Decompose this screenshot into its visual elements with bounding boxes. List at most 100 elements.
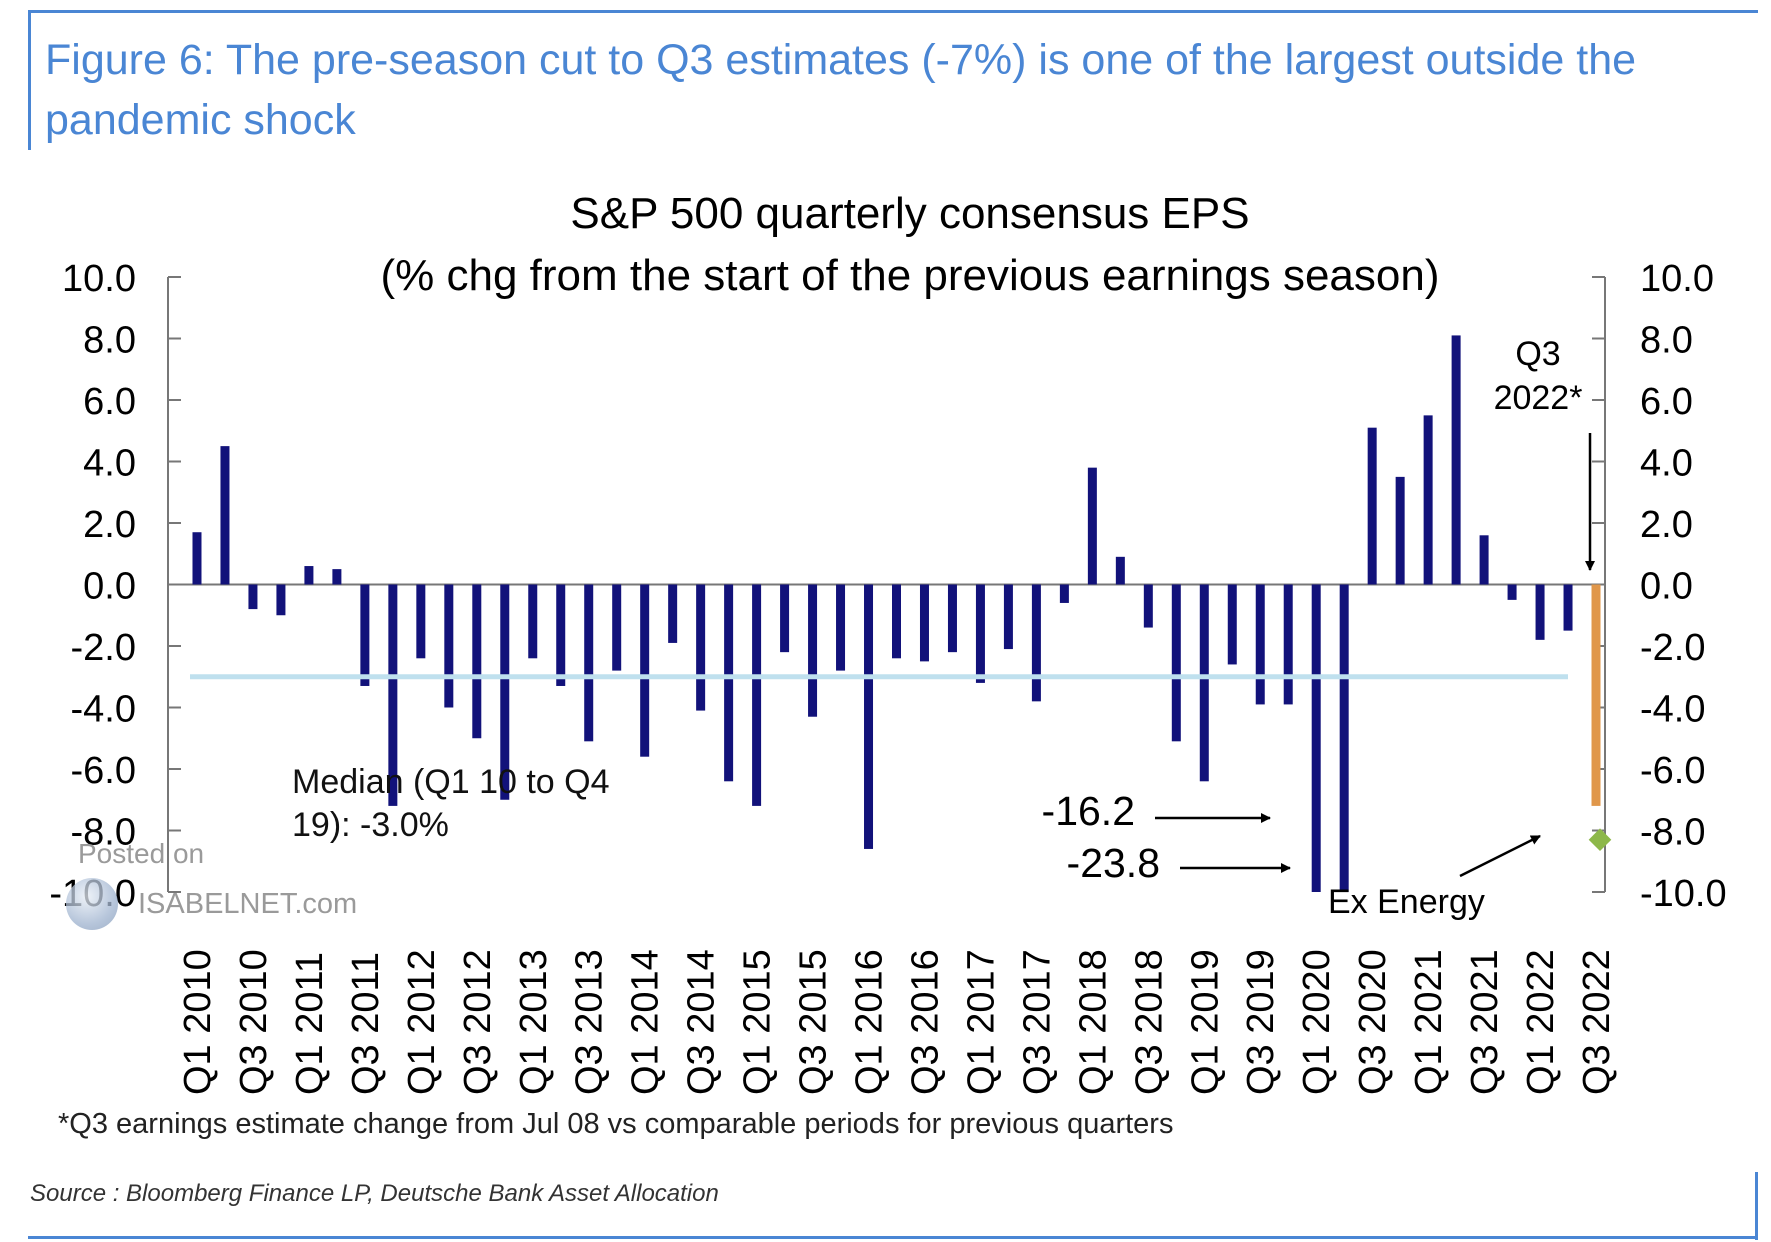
value-annotation: -23.8 <box>1067 840 1160 886</box>
bar <box>248 584 258 610</box>
x-tick-label: Q3 2015 <box>793 949 835 1095</box>
x-tick-label: Q1 2013 <box>513 949 555 1095</box>
bar <box>1059 584 1069 603</box>
bar <box>220 446 230 585</box>
bar <box>892 584 901 659</box>
bar <box>1003 584 1013 650</box>
x-tick-label: Q3 2011 <box>345 952 387 1095</box>
x-tick-label: Q3 2022 <box>1576 949 1618 1095</box>
x-tick-label: Q1 2021 <box>1408 949 1450 1095</box>
right-tick-label: 4.0 <box>1640 443 1693 485</box>
bar <box>864 584 874 849</box>
right-tick-label: 6.0 <box>1640 381 1693 423</box>
source-note: Source : Bloomberg Finance LP, Deutsche … <box>30 1180 719 1207</box>
bar <box>1143 584 1153 628</box>
x-tick-label: Q3 2018 <box>1128 949 1170 1095</box>
bar <box>1451 335 1461 585</box>
overlays-group: Median (Q1 10 to Q4 19): -3.0% -16.2 -23.8 Q… <box>190 335 1612 921</box>
figure-frame-left <box>28 10 31 150</box>
axes-group: 10.0 10.0 8.0 8.0 6.0 6.0 4.0 4.0 2.0 2.0 0.0 0.0 -2… <box>49 258 1726 1095</box>
highlight-label-line-1: Q3 <box>1515 335 1560 373</box>
bar <box>752 584 762 806</box>
bar <box>276 584 286 616</box>
highlight-label-line-2: 2022* <box>1494 379 1583 417</box>
x-tick-label: Q1 2010 <box>177 949 219 1095</box>
left-tick-label: 4.0 <box>83 443 136 485</box>
right-tick-label: -10.0 <box>1640 873 1727 915</box>
bar <box>919 584 929 662</box>
watermark-line-1: Posted on <box>78 838 205 869</box>
bar <box>696 584 706 711</box>
figure-frame-top <box>28 10 1758 13</box>
left-tick-label: 2.0 <box>83 504 136 546</box>
x-tick-label: Q3 2019 <box>1240 949 1282 1095</box>
bar <box>640 584 650 757</box>
right-tick-label: -8.0 <box>1640 812 1705 854</box>
bar <box>1563 584 1573 631</box>
bar <box>388 584 398 806</box>
ex-energy-label: Ex Energy <box>1328 883 1485 921</box>
bar <box>1255 584 1265 705</box>
left-tick-label: -4.0 <box>71 689 136 731</box>
x-tick-label: Q1 2017 <box>960 949 1002 1095</box>
x-tick-label: Q1 2016 <box>849 949 891 1095</box>
bar <box>780 584 790 653</box>
bar <box>472 584 482 739</box>
bar <box>1087 467 1097 585</box>
bar <box>1199 584 1209 782</box>
figure-frame-bottom <box>28 1236 1758 1239</box>
chart-subtitle: (% chg from the start of the previous ea… <box>381 251 1440 300</box>
x-tick-label: Q1 2011 <box>289 952 331 1095</box>
median-label-line-2: 19): -3.0% <box>292 806 449 844</box>
bar <box>192 532 202 585</box>
highlight-bar <box>1591 584 1601 806</box>
bar <box>1395 476 1405 585</box>
right-tick-label: -2.0 <box>1640 627 1705 669</box>
bar <box>1031 584 1041 702</box>
bar <box>808 584 818 717</box>
watermark-line-2: ISABELNET.com <box>138 888 358 920</box>
median-label-line-1: Median (Q1 10 to Q4 <box>292 763 610 801</box>
chart-title: S&P 500 quarterly consensus EPS <box>570 189 1249 238</box>
globe-icon <box>66 878 118 930</box>
bar <box>947 584 957 653</box>
bar <box>668 584 678 643</box>
watermark: Posted on ISABELNET.com <box>62 838 422 938</box>
ex-energy-arrow <box>1459 834 1541 878</box>
bar <box>556 584 566 686</box>
x-tick-label: Q1 2015 <box>737 949 779 1095</box>
left-tick-label: -2.0 <box>71 627 136 669</box>
bar <box>1367 427 1377 585</box>
bar <box>1171 584 1181 742</box>
x-tick-label: Q1 2018 <box>1072 949 1114 1095</box>
bar <box>1535 584 1545 640</box>
left-tick-label: 10.0 <box>62 258 136 300</box>
bar <box>500 584 510 800</box>
right-tick-label: 10.0 <box>1640 258 1714 300</box>
left-tick-label: 0.0 <box>83 566 136 608</box>
x-tick-label: Q3 2012 <box>457 949 499 1095</box>
left-tick-label: -6.0 <box>71 750 136 792</box>
x-tick-label: Q3 2013 <box>569 949 611 1095</box>
right-tick-label: 8.0 <box>1640 320 1693 362</box>
right-tick-label: -4.0 <box>1640 689 1705 731</box>
x-tick-label: Q1 2020 <box>1296 949 1338 1095</box>
figure-title: Figure 6: The pre-season cut to Q3 estim… <box>45 36 1637 144</box>
left-tick-label: 8.0 <box>83 320 136 362</box>
x-tick-label: Q3 2014 <box>681 949 723 1095</box>
x-tick-label: Q3 2016 <box>904 949 946 1095</box>
bar <box>612 584 622 671</box>
bars-group <box>192 335 1601 892</box>
x-tick-label: Q3 2017 <box>1016 949 1058 1095</box>
x-tick-label: Q3 2020 <box>1352 949 1394 1095</box>
bar <box>1227 584 1237 665</box>
x-tick-label: Q1 2012 <box>401 949 443 1095</box>
value-annotation: -16.2 <box>1042 788 1135 834</box>
right-tick-label: 0.0 <box>1640 566 1693 608</box>
x-tick-label: Q1 2014 <box>625 949 667 1095</box>
left-tick-label: 6.0 <box>83 381 136 423</box>
bar <box>1283 584 1293 705</box>
bar <box>1311 584 1321 892</box>
bar <box>836 584 846 671</box>
